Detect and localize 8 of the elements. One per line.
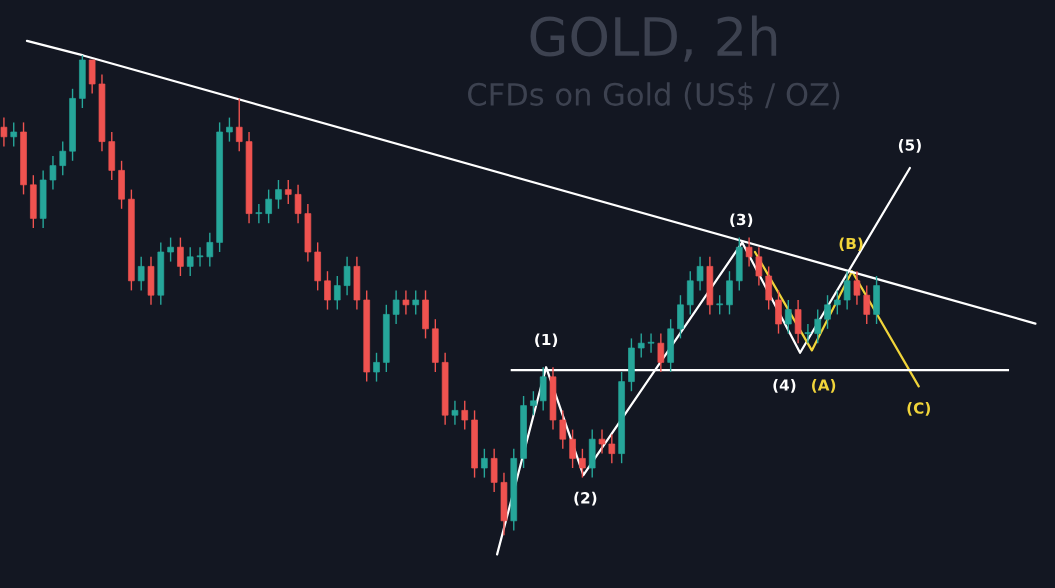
annotation: (3) xyxy=(730,213,753,228)
annotation: (2) xyxy=(574,491,597,506)
annotation: (4) xyxy=(773,379,796,393)
annotation: (A) xyxy=(812,379,836,393)
annotation: (B) xyxy=(839,237,863,252)
text: (C) xyxy=(907,402,930,416)
text: (5) xyxy=(898,139,921,153)
annotation: (1) xyxy=(535,333,558,348)
